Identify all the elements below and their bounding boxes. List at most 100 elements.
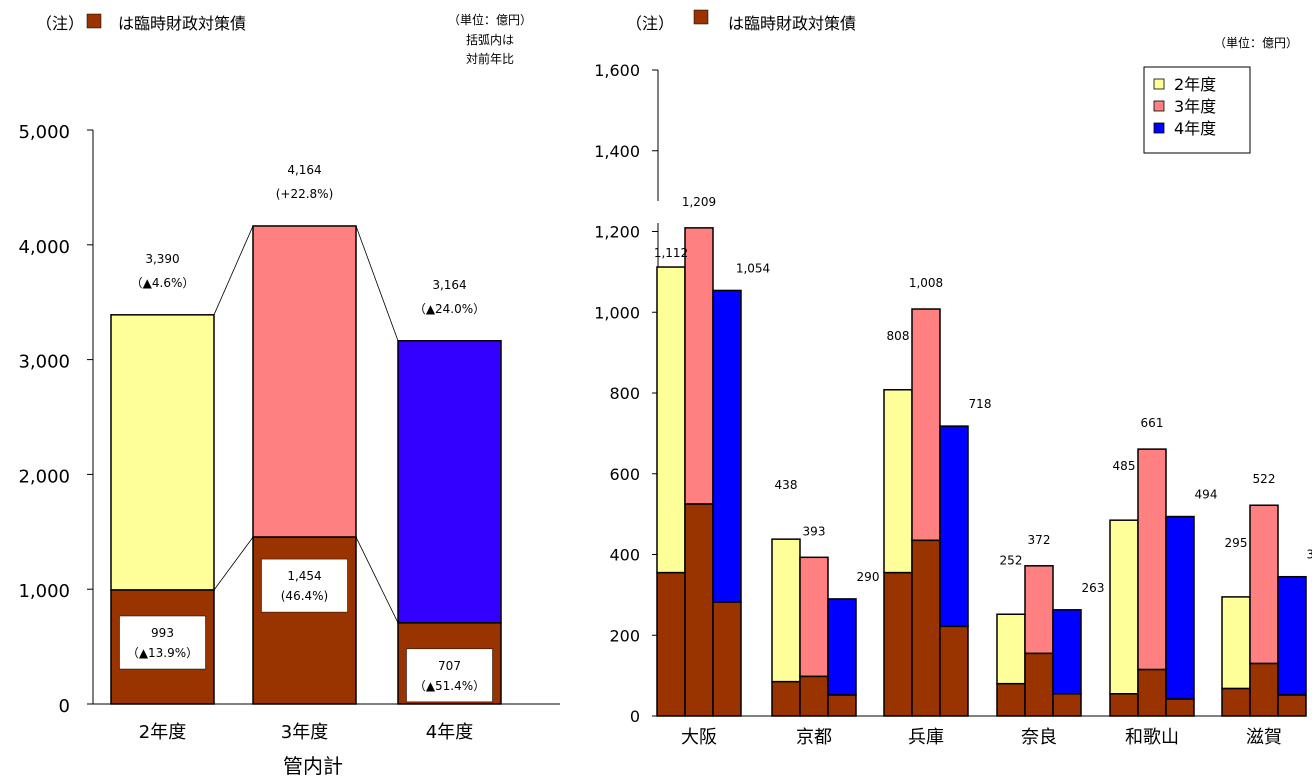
right-y-tick-label: 800 [609, 384, 640, 403]
right-bar-total [1024, 565, 1054, 655]
right-bar-special-bond [684, 503, 714, 717]
right-bar-total [712, 289, 742, 603]
right-bar-special-bond [656, 571, 686, 717]
right-category-label: 滋賀 [1246, 727, 1282, 748]
left-special-bond-change-label: （▲51.4%） [414, 679, 485, 693]
right-value-label: 808 [887, 329, 910, 343]
left-y-tick-label: 5,000 [18, 122, 70, 143]
left-bar-total [110, 314, 215, 591]
right-category-label: 和歌山 [1125, 727, 1179, 748]
right-note-swatch [693, 9, 709, 25]
left-connector-total [355, 225, 399, 341]
right-bar-special-bond [1221, 687, 1251, 717]
right-data-labels: 1,112 1,209 1,054 438 393 290 808 1,008 718 252 37… [647, 195, 1312, 595]
left-special-bond-label-box [406, 648, 493, 703]
right-value-label: 522 [1253, 472, 1276, 486]
left-group-label: 管内計 [283, 754, 343, 776]
right-bar-total [1221, 596, 1251, 690]
legend-swatch [1153, 122, 1165, 134]
left-special-bond-change-label: （▲13.9%） [127, 646, 198, 660]
left-special-bond-change-label: (46.4%) [281, 589, 328, 603]
right-y-tick-label: 1,600 [594, 61, 640, 80]
right-bar-special-bond [1137, 668, 1167, 717]
left-note-prefix: （注） [36, 14, 84, 33]
left-unit: （単位：億円） 括弧内は 対前年比 [448, 12, 532, 66]
right-value-label: 718 [969, 397, 992, 411]
left-chart: （注） は臨時財政対策債 （単位：億円） 括弧内は 対前年比 5,000 4,00… [18, 12, 560, 776]
left-category-labels: 2年度 3年度 4年度 [139, 722, 473, 743]
right-bars [656, 227, 1307, 717]
left-connector-special-bond [213, 536, 254, 591]
left-total-change-label: （▲24.0%） [414, 302, 485, 316]
right-bar-special-bond [1165, 698, 1195, 717]
right-bar-total [771, 538, 801, 683]
left-total-change-label: (+22.8%) [276, 187, 334, 201]
right-bar-special-bond [712, 601, 742, 717]
right-bar-special-bond [1109, 693, 1139, 717]
left-data-labels: 3,390 （▲4.6%） 993 （▲13.9%） 4,164 (+22.8%) 1,45… [119, 163, 493, 703]
legend-label: 4年度 [1174, 119, 1216, 138]
right-value-label: 290 [857, 570, 880, 584]
left-special-bond-value-label: 1,454 [287, 569, 321, 583]
right-bar-total [939, 425, 969, 628]
right-value-label: 345 [1307, 548, 1312, 562]
right-bar-total [684, 227, 714, 505]
legend-swatch [1153, 78, 1165, 90]
legend-label: 2年度 [1174, 75, 1216, 94]
right-value-label: 393 [803, 524, 826, 538]
right-bar-special-bond [883, 571, 913, 717]
left-total-value-label: 4,164 [287, 163, 321, 177]
right-y-tick-label: 1,200 [594, 223, 640, 242]
right-value-label: 295 [1225, 536, 1248, 550]
right-bar-total [1165, 515, 1195, 700]
left-special-bond-label-box [261, 558, 348, 613]
right-value-label: 252 [1000, 553, 1023, 567]
right-bar-total [1277, 575, 1307, 696]
right-bar-total [1109, 519, 1139, 695]
right-chart: （注） は臨時財政対策債 （単位：億円） 1,600 1,400 1,200 1,00… [594, 9, 1312, 748]
right-value-label-bg [647, 201, 695, 224]
left-connector-total [213, 225, 254, 315]
legend-label: 3年度 [1174, 97, 1216, 116]
right-unit: （単位：億円） [1214, 35, 1298, 50]
left-y-tick-label: 2,000 [18, 466, 70, 487]
right-value-label: 1,008 [909, 276, 943, 290]
right-y-tick-label: 400 [609, 546, 640, 565]
right-value-label: 263 [1082, 581, 1105, 595]
right-value-label: 1,112 [654, 246, 688, 260]
left-y-axis-ticks: 5,000 4,000 3,000 2,000 1,000 0 [18, 122, 93, 717]
right-note-text: は臨時財政対策債 [728, 14, 856, 33]
right-category-label: 奈良 [1021, 727, 1057, 748]
left-total-change-label: （▲4.6%） [131, 276, 195, 290]
right-y-tick-label: 1,000 [594, 303, 640, 322]
right-bar-total [1052, 609, 1082, 695]
right-legend: 2年度 3年度 4年度 [1143, 66, 1251, 154]
left-y-tick-label: 3,000 [18, 352, 70, 373]
left-special-bond-value-label: 707 [438, 659, 461, 673]
left-unit-line-1: （単位：億円） [448, 12, 532, 27]
right-y-tick-label: 1,400 [594, 142, 640, 161]
left-y-tick-label: 1,000 [18, 581, 70, 602]
left-category-label: 4年度 [426, 722, 473, 743]
legend-swatch [1153, 100, 1165, 112]
right-bar-total [911, 308, 941, 542]
right-bar-special-bond [1024, 652, 1054, 717]
right-note: （注） は臨時財政対策債 [626, 9, 856, 33]
left-bar-total [252, 225, 357, 538]
left-connector-lines [213, 225, 399, 624]
right-bar-special-bond [939, 625, 969, 717]
right-bar-special-bond [1249, 662, 1279, 717]
right-y-tick-label: 200 [609, 626, 640, 645]
right-y-tick-label: 0 [630, 707, 640, 726]
right-bar-total [1249, 504, 1279, 665]
right-value-label: 1,054 [736, 261, 770, 275]
right-value-label: 1,209 [682, 195, 716, 209]
right-bar-special-bond [827, 694, 857, 717]
left-unit-line-3: 対前年比 [466, 51, 514, 66]
right-bar-special-bond [1277, 694, 1307, 717]
right-value-label: 372 [1028, 533, 1051, 547]
left-total-value-label: 3,390 [145, 252, 179, 266]
left-connector-special-bond [355, 536, 399, 624]
right-category-label: 兵庫 [908, 727, 944, 748]
